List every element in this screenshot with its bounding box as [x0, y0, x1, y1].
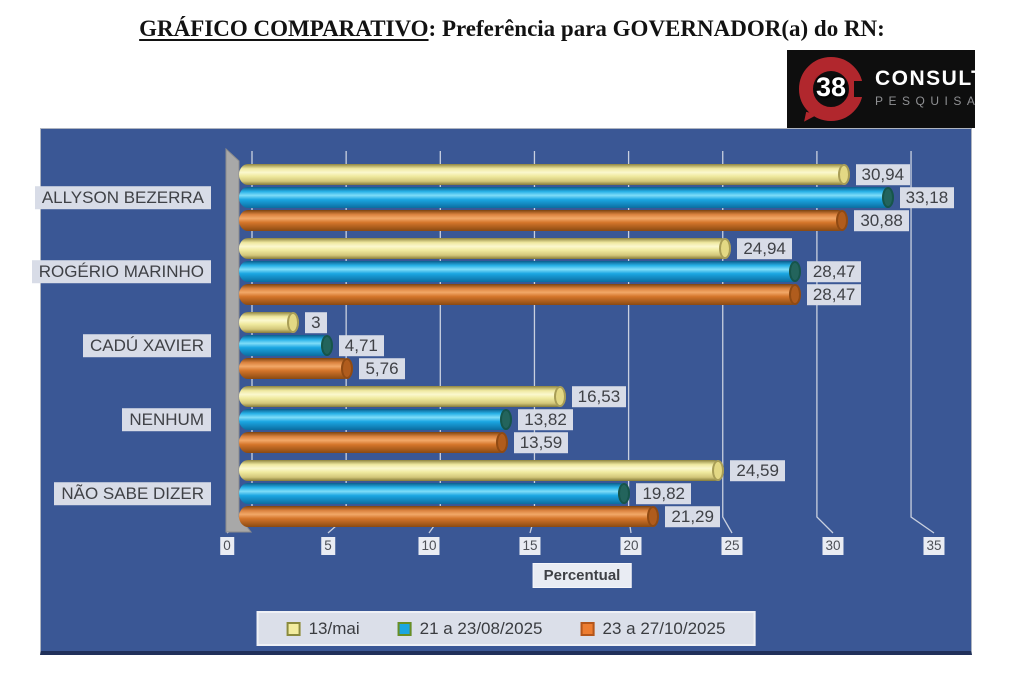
- bar-value-label: 30,94: [855, 163, 911, 186]
- bar-23 a 27/10/2025-NENHUM: [239, 432, 508, 453]
- logo-c-notch: [854, 81, 866, 97]
- legend-label: 21 a 23/08/2025: [419, 618, 543, 638]
- plot-area: Percentual 13/mai 21 a 23/08/2025 23 a 2…: [31, 129, 971, 651]
- bar-value-label: 3: [305, 311, 327, 334]
- x-tick-label: 25: [721, 537, 743, 555]
- logo-text: CONSULT PESQUISA: [875, 67, 985, 108]
- bar-21 a 23/08/2025-ALLYSON BEZERRA: [239, 187, 894, 208]
- bar-value-label: 21,29: [665, 505, 720, 528]
- legend-swatch-blue: [397, 621, 412, 636]
- logo-name: CONSULT: [875, 67, 986, 90]
- logo-number: 38: [815, 72, 847, 102]
- chart-title-underlined: GRÁFICO COMPARATIVO: [139, 16, 429, 41]
- bar-21 a 23/08/2025-CADÚ XAVIER: [239, 335, 333, 356]
- category-label: CADÚ XAVIER: [83, 333, 211, 358]
- chart-panel: Percentual 13/mai 21 a 23/08/2025 23 a 2…: [31, 128, 972, 655]
- bar-13/mai-NENHUM: [239, 386, 566, 407]
- category-label: ROGÉRIO MARINHO: [31, 259, 211, 284]
- x-tick-label: 0: [220, 537, 234, 555]
- bar-value-label: 24,94: [737, 237, 792, 260]
- x-tick-label: 30: [822, 537, 844, 555]
- bar-value-label: 28,47: [806, 283, 862, 306]
- bar-value-label: 19,82: [636, 482, 691, 505]
- bar-13/mai-NÃO SABE DIZER: [239, 460, 725, 481]
- legend-item: 23 a 27/10/2025: [580, 618, 726, 639]
- legend-item: 13/mai: [286, 618, 360, 639]
- legend-label: 23 a 27/10/2025: [602, 618, 726, 638]
- bar-23 a 27/10/2025-ROGÉRIO MARINHO: [239, 284, 801, 305]
- logo-subtitle: PESQUISA: [875, 94, 981, 109]
- legend-label: 13/mai: [308, 618, 360, 638]
- bar-23 a 27/10/2025-ALLYSON BEZERRA: [239, 210, 849, 231]
- chart-title: GRÁFICO COMPARATIVO: Preferência para GO…: [0, 16, 1024, 42]
- bar-23 a 27/10/2025-CADÚ XAVIER: [239, 358, 354, 379]
- category-label: NÃO SABE DIZER: [54, 481, 211, 506]
- bar-value-label: 5,76: [359, 357, 405, 380]
- bar-value-label: 30,88: [854, 209, 909, 232]
- bar-value-label: 16,53: [571, 385, 627, 408]
- bar-value-label: 24,59: [730, 459, 785, 482]
- bar-21 a 23/08/2025-NENHUM: [239, 409, 513, 430]
- gridline: [816, 151, 834, 534]
- bar-value-label: 13,59: [513, 431, 569, 454]
- bar-value-label: 28,47: [806, 260, 862, 283]
- consult-pesquisa-logo: 38 CONSULT PESQUISA: [787, 50, 984, 128]
- category-label: NENHUM: [122, 407, 211, 432]
- logo-speech-tail-icon: [804, 111, 818, 125]
- bar-23 a 27/10/2025-NÃO SABE DIZER: [239, 506, 660, 527]
- gridline: [910, 151, 935, 534]
- legend-swatch-yellow: [286, 621, 301, 636]
- bar-21 a 23/08/2025-ROGÉRIO MARINHO: [239, 261, 801, 282]
- x-tick-label: 15: [519, 537, 541, 555]
- x-tick-label: 35: [923, 537, 945, 555]
- bar-21 a 23/08/2025-NÃO SABE DIZER: [239, 483, 631, 504]
- bar-13/mai-ALLYSON BEZERRA: [239, 164, 850, 185]
- logo-c-badge: 38: [799, 57, 866, 125]
- x-axis-label: Percentual: [532, 563, 632, 588]
- bar-13/mai-CADÚ XAVIER: [239, 312, 300, 333]
- legend-item: 21 a 23/08/2025: [397, 618, 543, 639]
- bar-value-label: 13,82: [518, 408, 573, 431]
- legend: 13/mai 21 a 23/08/2025 23 a 27/10/2025: [256, 611, 756, 646]
- x-tick-label: 10: [418, 537, 440, 555]
- bar-value-label: 4,71: [338, 334, 384, 357]
- chart-title-rest: : Preferência para GOVERNADOR(a) do RN:: [428, 16, 885, 41]
- legend-swatch-orange: [580, 621, 595, 636]
- bar-13/mai-ROGÉRIO MARINHO: [239, 238, 732, 259]
- category-label: ALLYSON BEZERRA: [34, 185, 211, 210]
- bar-value-label: 33,18: [899, 186, 955, 209]
- x-tick-label: 20: [620, 537, 642, 555]
- x-tick-label: 5: [321, 537, 335, 555]
